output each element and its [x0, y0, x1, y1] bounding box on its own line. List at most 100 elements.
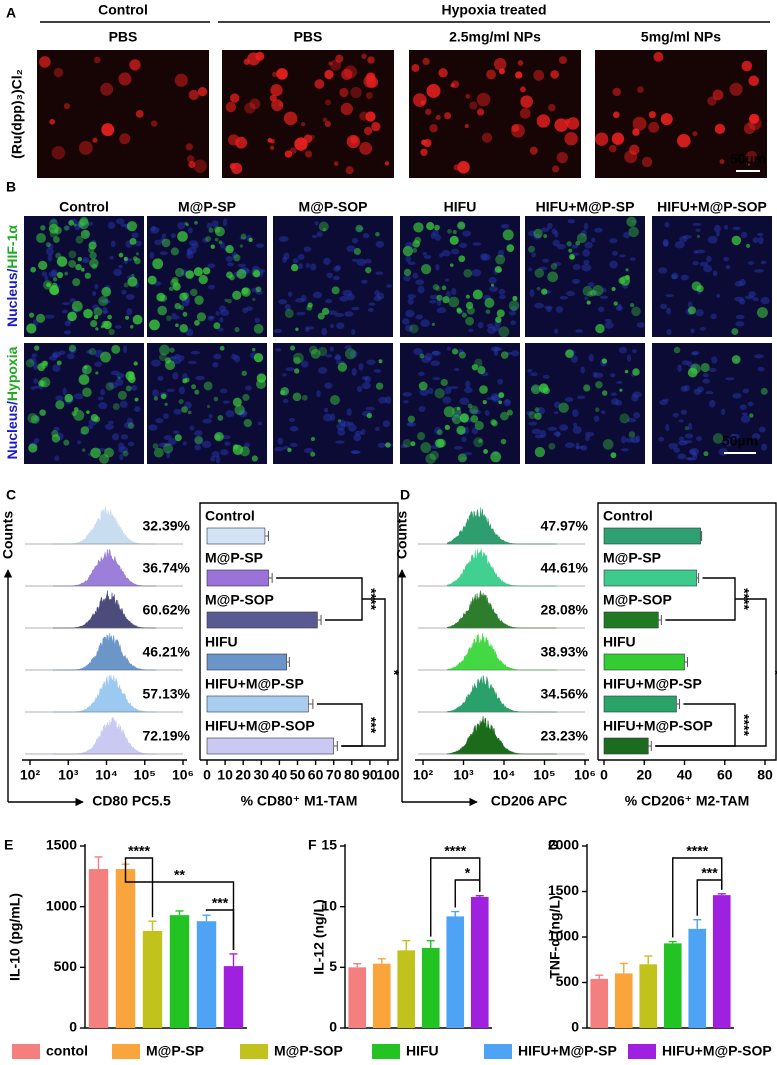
marker-signal — [618, 277, 626, 285]
marker-signal — [127, 276, 138, 287]
nucleus-signal — [510, 320, 517, 326]
marker-signal — [436, 294, 443, 301]
row-label: (Ru(dpp)₃)Cl₂ — [9, 69, 25, 159]
nucleus-signal — [178, 355, 185, 361]
marker-signal — [26, 323, 37, 334]
nucleus-signal — [368, 302, 376, 306]
significance-label: *** — [701, 865, 718, 881]
nucleus-signal — [285, 367, 295, 372]
nucleus-signal — [92, 304, 100, 311]
significance-label: **** — [736, 714, 752, 736]
frame — [597, 502, 777, 761]
nucleus-signal — [664, 221, 670, 228]
marker-signal — [451, 348, 459, 355]
legend-label: HIFU+M@P-SP — [518, 1043, 617, 1059]
nucleus-signal — [189, 425, 195, 431]
marker-signal — [248, 237, 253, 242]
nucleus-signal — [222, 400, 231, 404]
marker-signal — [103, 447, 114, 458]
marker-signal — [77, 256, 83, 262]
cell-signal — [421, 139, 427, 146]
marker-signal — [619, 413, 630, 424]
nucleus-signal — [626, 354, 632, 362]
marker-signal — [558, 402, 569, 413]
panel-letter: G — [548, 837, 559, 853]
nucleus-signal — [344, 311, 354, 317]
error-bar — [619, 962, 628, 974]
cell-signal — [49, 118, 56, 125]
nucleus-signal — [29, 357, 37, 364]
axes — [84, 844, 247, 1029]
gate-percent: 38.93% — [541, 644, 589, 660]
nucleus-signal — [680, 385, 688, 392]
nucleus-signal — [353, 433, 362, 442]
nucleus-signal — [99, 298, 109, 303]
cell-signal — [426, 84, 441, 98]
nucleus-signal — [238, 410, 248, 416]
cell-signal — [328, 61, 333, 66]
nucleus-signal — [375, 426, 380, 432]
marker-signal — [152, 258, 164, 270]
y-tick-label: 10 — [321, 897, 337, 913]
error-bar — [286, 657, 290, 667]
cell-signal — [333, 161, 339, 167]
significance-bracket — [316, 703, 363, 747]
marker-signal — [629, 303, 635, 308]
nucleus-signal — [553, 401, 561, 408]
marker-signal — [601, 390, 608, 396]
y-tick-label: 500 — [54, 958, 78, 974]
marker-signal — [506, 244, 515, 252]
scale-bar-label: 50µm — [722, 433, 758, 449]
legend-label: M@P-SOP — [274, 1043, 343, 1059]
nucleus-signal — [343, 421, 351, 427]
nucleus-signal — [740, 415, 751, 423]
cell-signal — [101, 123, 115, 137]
nucleus-signal — [679, 436, 685, 442]
nucleus-signal — [761, 443, 768, 451]
marker-signal — [178, 398, 184, 405]
error-bar — [317, 615, 322, 625]
marker-signal — [127, 422, 135, 430]
nucleus-signal — [210, 455, 216, 462]
marker-signal — [64, 393, 74, 403]
error-bar — [693, 919, 702, 929]
nucleus-signal — [677, 440, 688, 446]
x-tick-label: 10 — [217, 767, 233, 783]
cell-signal — [451, 80, 460, 88]
nucleus-signal — [542, 374, 550, 379]
cell-signal — [366, 72, 376, 82]
nucleus-signal — [33, 378, 39, 384]
nucleus-signal — [413, 347, 423, 356]
marker-signal — [442, 296, 450, 304]
nucleus-signal — [406, 422, 417, 427]
micrograph — [37, 50, 209, 178]
marker-signal — [576, 232, 588, 244]
marker-signal — [632, 368, 640, 376]
nucleus-signal — [172, 430, 180, 434]
nucleus-signal — [477, 322, 484, 329]
marker-signal — [37, 363, 46, 372]
marker-signal — [495, 316, 502, 323]
nucleus-signal — [172, 372, 179, 380]
nucleus-signal — [277, 437, 284, 445]
nucleus-signal — [555, 306, 564, 313]
nucleus-signal — [288, 417, 296, 423]
nucleus-signal — [662, 238, 669, 247]
nucleus-signal — [208, 284, 215, 290]
marker-signal — [219, 345, 225, 351]
marker-signal — [93, 307, 103, 317]
cell-signal — [365, 92, 373, 99]
nucleus-signal — [585, 434, 590, 442]
row-label: Nucleus/HIF-1α — [4, 225, 20, 327]
cell-signal — [284, 150, 293, 158]
marker-signal — [84, 272, 92, 279]
nucleus-signal — [668, 442, 679, 450]
y-tick-label: 1500 — [548, 882, 579, 898]
marker-signal — [478, 439, 483, 444]
nucleus-signal — [462, 230, 472, 237]
marker-signal — [470, 415, 479, 423]
marker-signal — [63, 225, 70, 231]
nucleus-signal — [472, 242, 482, 246]
column-label: HIFU+M@P-SP — [536, 199, 635, 215]
cell-signal — [283, 111, 298, 126]
